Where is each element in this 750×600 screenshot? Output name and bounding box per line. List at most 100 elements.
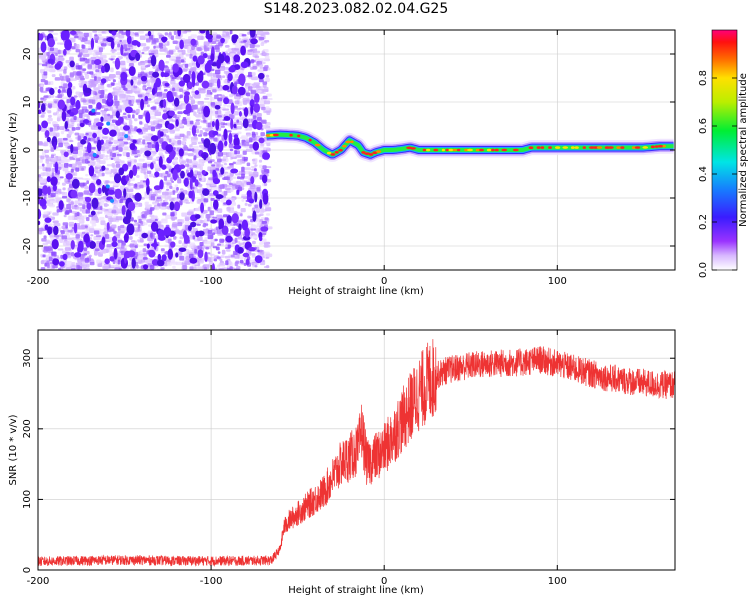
noise-cell — [44, 130, 50, 138]
noise-cell — [186, 172, 193, 178]
spectrogram-heatmap — [38, 30, 675, 270]
signal-peak — [475, 148, 480, 152]
noise-cell — [105, 42, 112, 46]
signal-peak — [426, 148, 431, 152]
noise-cell — [106, 244, 112, 248]
noise-cell — [179, 200, 183, 206]
noise-cell — [150, 106, 156, 110]
noise-cell — [109, 114, 114, 119]
noise-cell — [77, 151, 83, 156]
noise-cell — [84, 257, 90, 263]
noise-cell — [172, 40, 178, 45]
signal-peak — [494, 148, 499, 152]
noise-cell — [183, 245, 188, 249]
noise-cell — [88, 182, 96, 194]
noise-cell — [170, 177, 173, 182]
noise-cell — [50, 147, 55, 152]
noise-cell — [158, 59, 165, 71]
signal-peak — [642, 146, 649, 149]
noise-cell — [197, 266, 203, 270]
noise-cell — [223, 104, 227, 107]
noise-cell — [74, 204, 78, 208]
noise-cell — [237, 86, 246, 96]
noise-cell — [70, 143, 74, 154]
noise-cell — [245, 127, 253, 131]
noise-cell — [62, 187, 66, 191]
noise-cell — [41, 163, 45, 167]
noise-cell — [139, 184, 144, 189]
noise-cell — [75, 234, 80, 239]
noise-cell — [260, 143, 265, 147]
noise-cell — [61, 196, 68, 199]
noise-cell — [118, 167, 125, 176]
noise-cell — [167, 123, 175, 130]
noise-cell — [98, 47, 103, 53]
noise-cell — [105, 180, 110, 184]
noise-cell — [58, 142, 63, 148]
signal-peak — [464, 148, 469, 152]
noise-cell — [95, 179, 102, 186]
noise-cell — [122, 151, 128, 157]
noise-cell — [203, 105, 211, 118]
noise-cell — [49, 68, 56, 73]
noise-cell — [107, 189, 115, 195]
noise-cell — [209, 142, 217, 155]
noise-cell — [238, 111, 242, 117]
noise-cell — [80, 234, 85, 239]
noise-cell — [133, 159, 137, 163]
noise-cell — [39, 198, 47, 207]
noise-cell — [41, 120, 49, 129]
noise-cell — [109, 217, 117, 222]
noise-cell — [124, 106, 133, 114]
noise-cell — [89, 154, 93, 157]
noise-cell — [241, 195, 248, 199]
noise-cell — [49, 131, 56, 137]
noise-cell — [240, 213, 243, 217]
signal-peak — [342, 144, 347, 148]
noise-cell — [140, 75, 148, 82]
noise-cell — [148, 133, 152, 138]
noise-cell — [45, 69, 52, 72]
noise-cell — [238, 223, 242, 231]
noise-cell — [40, 114, 45, 118]
signal-peak — [616, 146, 621, 149]
noise-cell — [173, 108, 178, 111]
noise-cell — [121, 205, 126, 216]
noise-cell — [262, 152, 271, 160]
noise-cell — [106, 222, 110, 231]
noise-cell — [213, 137, 218, 142]
noise-cell — [191, 125, 197, 136]
noise-cell — [39, 87, 44, 92]
noise-cell — [169, 199, 175, 202]
noise-cell — [128, 119, 133, 125]
noise-cell — [161, 218, 168, 224]
noise-cell — [254, 151, 260, 155]
noise-cell — [246, 162, 251, 167]
noise-cell — [130, 240, 136, 243]
noise-cell — [253, 50, 261, 54]
noise-cell — [178, 240, 182, 244]
noise-cell — [119, 93, 126, 99]
noise-cell — [154, 102, 160, 105]
noise-cell — [149, 162, 154, 170]
noise-cell — [123, 44, 127, 50]
noise-cell — [203, 198, 209, 203]
noise-cell — [261, 174, 268, 184]
noise-cell — [248, 247, 256, 252]
noise-cell — [69, 156, 74, 160]
noise-cell — [234, 261, 238, 267]
noise-cell — [250, 95, 254, 100]
noise-cell — [130, 186, 135, 189]
noise-cell — [171, 35, 174, 41]
noise-cell — [188, 209, 195, 213]
noise-cell — [173, 31, 177, 36]
noise-cell — [48, 38, 55, 46]
noise-cell — [184, 198, 188, 201]
noise-cell — [201, 80, 210, 89]
noise-cell — [226, 206, 231, 212]
noise-cell — [234, 74, 239, 79]
noise-cell — [263, 266, 270, 269]
noise-cell — [131, 257, 136, 269]
noise-cell — [168, 118, 174, 122]
